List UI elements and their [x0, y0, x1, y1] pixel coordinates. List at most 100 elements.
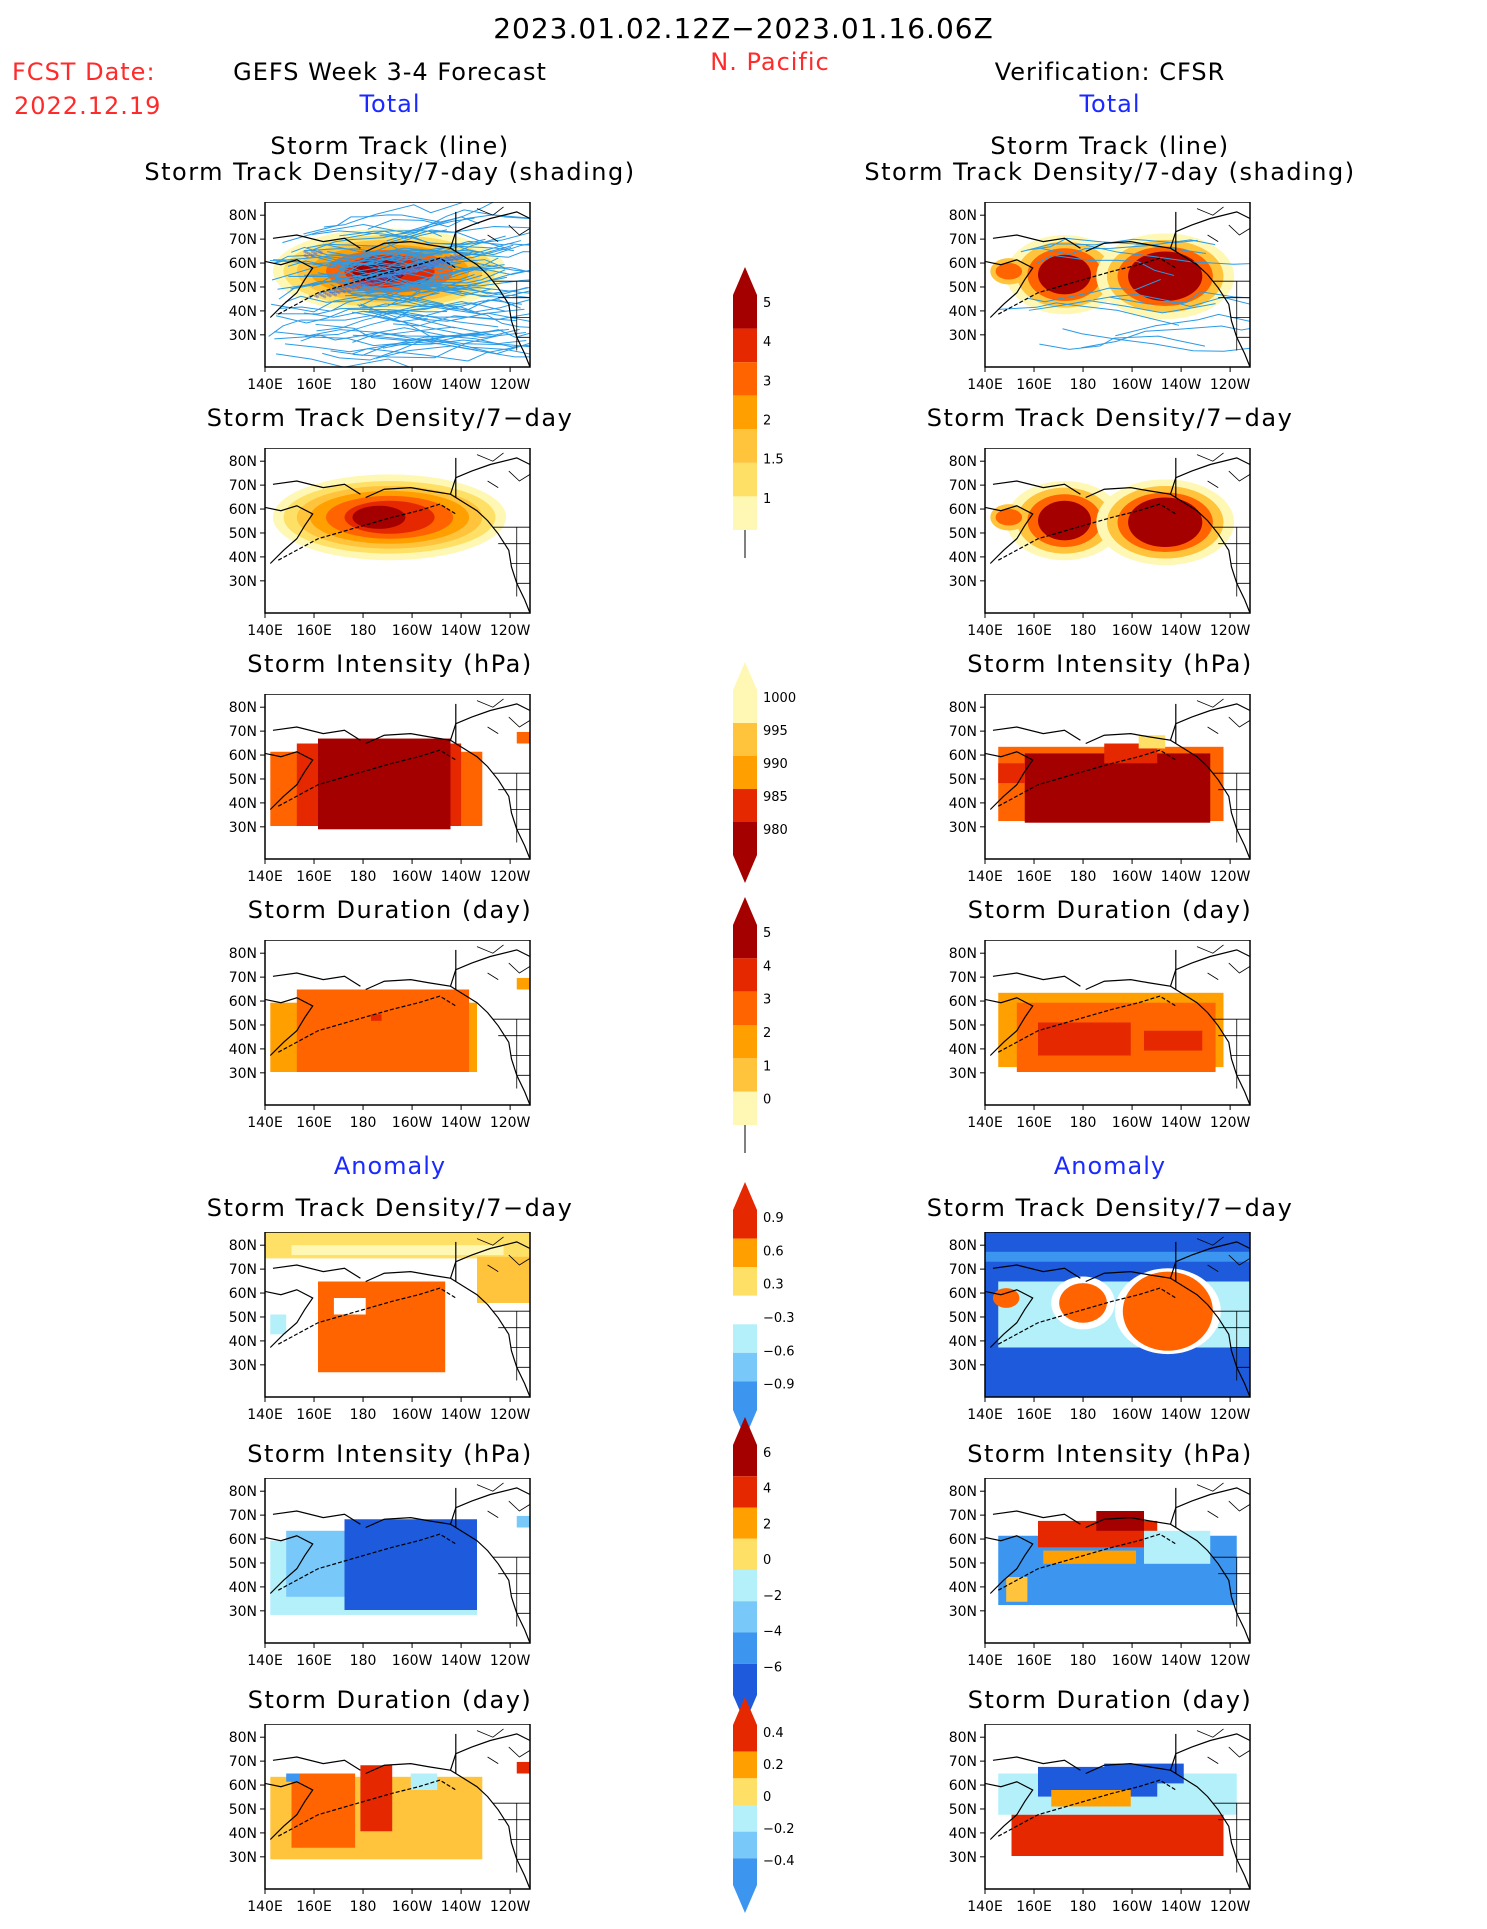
lat-tick-label: 50N	[949, 280, 977, 296]
lon-tick-label: 160E	[1016, 623, 1052, 639]
lat-tick-label: 70N	[949, 478, 977, 494]
right-map-density: 80N 70N 60N 50N 40N 30N 140E 160E 180 160W 140W 120…	[925, 447, 1310, 643]
lon-tick-label: 160W	[1112, 1115, 1153, 1131]
colorbar-tick-label: 0.2	[763, 1758, 784, 1773]
lat-tick-label: 70N	[949, 1754, 977, 1770]
lat-tick-label: 50N	[229, 1310, 257, 1326]
lon-tick-label: 120W	[490, 1899, 531, 1915]
lon-tick-label: 180	[1070, 377, 1097, 393]
right-map-duration-anom: 80N 70N 60N 50N 40N 30N 140E 160E 180 160W 140W 120…	[925, 1723, 1310, 1919]
lon-tick-label: 160W	[392, 1115, 433, 1131]
lat-tick-label: 30N	[229, 574, 257, 590]
colorbar-intensity: 1000 995 990 985 980	[725, 660, 815, 899]
lon-tick-label: 140W	[1161, 1115, 1202, 1131]
lat-tick-label: 40N	[949, 550, 977, 566]
colorbar-duration-anom: 0.4 0.2 0 −0.2 −0.4	[725, 1695, 815, 1929]
colorbar-tick-label: −0.3	[763, 1311, 795, 1326]
colorbar-density-anom-svg: 0.9 0.6 0.3 −0.3 −0.6 −0.9	[733, 1182, 795, 1438]
right-track-title-1: Storm Track (line)	[990, 132, 1230, 160]
left-map-duration-anom-svg: 80N 70N 60N 50N 40N 30N 140E 160E 180 160W 140W 120…	[229, 1723, 531, 1915]
lon-tick-label: 160E	[296, 1407, 332, 1423]
right-density-title: Storm Track Density/7−day	[926, 404, 1294, 432]
lat-tick-label: 60N	[949, 1532, 977, 1548]
colorbar-tick-label: 0	[763, 1553, 771, 1568]
lat-tick-label: 50N	[949, 1310, 977, 1326]
colorbar-tick-label: −0.4	[763, 1854, 795, 1869]
colorbar-tick-label: 0.4	[763, 1726, 784, 1741]
left-duration-title: Storm Duration (day)	[247, 896, 533, 924]
lon-tick-label: 140W	[441, 377, 482, 393]
colorbar-duration: 5 4 3 2 1 0	[725, 895, 815, 1169]
left-map-track-svg: 80N 70N 60N 50N 40N 30N 140E 160E 180 160W 140W 120…	[229, 201, 531, 393]
lat-tick-label: 50N	[949, 1018, 977, 1034]
lon-tick-label: 160E	[1016, 1115, 1052, 1131]
lat-tick-label: 50N	[229, 1802, 257, 1818]
lat-tick-label: 60N	[949, 748, 977, 764]
lon-tick-label: 160W	[392, 869, 433, 885]
lon-tick-label: 160E	[1016, 1899, 1052, 1915]
right-map-intensity: 80N 70N 60N 50N 40N 30N 140E 160E 180 160W 140W 120…	[925, 693, 1310, 889]
lat-tick-label: 50N	[949, 1802, 977, 1818]
colorbar-tick-label: −0.9	[763, 1378, 795, 1393]
lat-tick-label: 80N	[949, 946, 977, 962]
lon-tick-label: 180	[350, 1899, 377, 1915]
lat-tick-label: 70N	[229, 232, 257, 248]
lat-tick-label: 50N	[229, 772, 257, 788]
colorbar-tick-label: 6	[763, 1446, 771, 1461]
lon-tick-label: 120W	[1210, 1899, 1251, 1915]
lat-tick-label: 80N	[229, 454, 257, 470]
lon-tick-label: 180	[350, 1407, 377, 1423]
lon-tick-label: 160W	[392, 1407, 433, 1423]
left-map-intensity: 80N 70N 60N 50N 40N 30N 140E 160E 180 160W 140W 120…	[205, 693, 590, 889]
left-intensity-title: Storm Intensity (hPa)	[247, 650, 533, 678]
fcst-label: FCST Date:	[12, 58, 156, 86]
colorbar-tick-label: 995	[763, 724, 788, 739]
lat-tick-label: 40N	[949, 1042, 977, 1058]
left-map-intensity-anom: 80N 70N 60N 50N 40N 30N 140E 160E 180 160W 140W 120…	[205, 1477, 590, 1673]
colorbar-tick-label: 1	[763, 492, 771, 507]
lon-tick-label: 160E	[296, 869, 332, 885]
lon-tick-label: 160W	[392, 1653, 433, 1669]
lat-tick-label: 70N	[949, 1508, 977, 1524]
lat-tick-label: 40N	[229, 1826, 257, 1842]
lat-tick-label: 50N	[949, 526, 977, 542]
lon-tick-label: 160E	[296, 623, 332, 639]
lon-tick-label: 140W	[441, 1407, 482, 1423]
lat-tick-label: 30N	[229, 1066, 257, 1082]
lon-tick-label: 180	[1070, 1407, 1097, 1423]
right-map-duration-svg: 80N 70N 60N 50N 40N 30N 140E 160E 180 160W 140W 120…	[949, 939, 1251, 1131]
lat-tick-label: 30N	[229, 1358, 257, 1374]
lat-tick-label: 50N	[229, 1018, 257, 1034]
lat-tick-label: 80N	[229, 1238, 257, 1254]
colorbar-intensity-svg: 1000 995 990 985 980	[733, 662, 796, 883]
colorbar-tick-label: 980	[763, 823, 788, 838]
lon-tick-label: 140W	[441, 1653, 482, 1669]
colorbar-tick-label: 0	[763, 1093, 771, 1108]
lon-tick-label: 180	[1070, 1653, 1097, 1669]
lat-tick-label: 80N	[949, 1238, 977, 1254]
lat-tick-label: 60N	[229, 502, 257, 518]
lon-tick-label: 180	[350, 869, 377, 885]
right-map-intensity-anom-svg: 80N 70N 60N 50N 40N 30N 140E 160E 180 160W 140W 120…	[949, 1477, 1251, 1669]
colorbar-tick-label: −0.6	[763, 1344, 795, 1359]
lat-tick-label: 40N	[949, 1826, 977, 1842]
lon-tick-label: 120W	[490, 1407, 531, 1423]
colorbar-tick-label: 4	[763, 335, 771, 350]
colorbar-tick-label: 2	[763, 414, 771, 429]
lon-tick-label: 180	[1070, 869, 1097, 885]
lon-tick-label: 140E	[247, 623, 283, 639]
lon-tick-label: 120W	[1210, 1115, 1251, 1131]
lon-tick-label: 140W	[1161, 1899, 1202, 1915]
lon-tick-label: 140W	[1161, 1407, 1202, 1423]
lat-tick-label: 70N	[949, 724, 977, 740]
lon-tick-label: 120W	[1210, 869, 1251, 885]
lat-tick-label: 60N	[229, 1286, 257, 1302]
left-density-title: Storm Track Density/7−day	[206, 404, 574, 432]
lon-tick-label: 180	[1070, 1899, 1097, 1915]
lon-tick-label: 140E	[967, 623, 1003, 639]
right-map-intensity-svg: 80N 70N 60N 50N 40N 30N 140E 160E 180 160W 140W 120…	[949, 693, 1251, 885]
fcst-date: 2022.12.19	[14, 92, 162, 120]
lat-tick-label: 50N	[949, 1556, 977, 1572]
right-duration-title: Storm Duration (day)	[967, 896, 1253, 924]
lon-tick-label: 160E	[296, 1899, 332, 1915]
